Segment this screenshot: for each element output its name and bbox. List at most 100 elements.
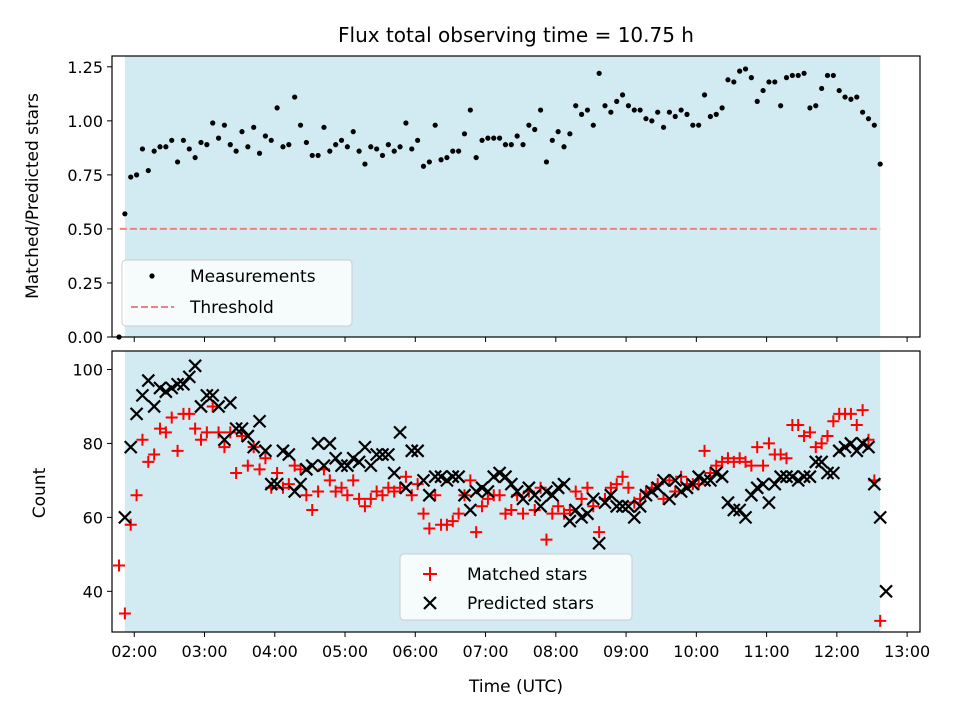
matched-star-point — [405, 489, 418, 502]
predicted-star-point — [358, 440, 372, 454]
measurement-point — [461, 131, 468, 137]
x-tick-label: 09:00 — [603, 642, 649, 661]
measurement-point — [420, 163, 427, 169]
matched-star-point — [253, 463, 266, 476]
matched-star-point — [581, 481, 594, 494]
measurement-point — [303, 139, 309, 146]
measurement-point — [186, 146, 192, 152]
measurement-point — [760, 87, 766, 94]
measurement-point — [842, 94, 848, 100]
measurement-point — [830, 72, 836, 79]
predicted-star-point — [135, 388, 150, 403]
measurement-point — [678, 107, 684, 113]
matched-star-point — [230, 467, 243, 480]
matched-star-point — [757, 459, 770, 472]
predicted-star-point — [205, 388, 220, 403]
measurement-point — [133, 172, 140, 178]
predicted-star-point — [229, 421, 243, 436]
x-tick-label: 04:00 — [252, 642, 298, 661]
predicted-star-point — [264, 477, 279, 491]
matched-star-point — [803, 426, 816, 439]
measurement-point — [409, 146, 415, 152]
measurement-point — [128, 174, 134, 180]
predicted-star-point — [334, 458, 349, 473]
measurement-point — [333, 142, 339, 148]
measurement-point — [297, 122, 304, 128]
matched-star-point — [206, 400, 219, 413]
predicted-star-point — [668, 473, 683, 488]
top-y-tick-label: 0.25 — [67, 274, 103, 293]
matched-star-point — [528, 503, 541, 516]
matched-star-point — [622, 481, 635, 494]
predicted-star-point — [241, 429, 255, 443]
measurement-point — [180, 137, 187, 143]
measurement-point — [280, 144, 286, 150]
predicted-star-point — [826, 466, 841, 480]
x-axis-label: Time (UTC) — [468, 677, 563, 697]
measurement-point — [204, 142, 210, 148]
predicted-star-point — [662, 492, 677, 506]
matched-star-point — [224, 426, 237, 439]
predicted-star-point — [727, 503, 741, 517]
matched-star-point — [470, 526, 483, 539]
x-tick-label: 02:00 — [111, 642, 157, 661]
matched-star-point — [300, 489, 313, 502]
matched-star-point — [429, 489, 442, 502]
measurement-point — [286, 142, 292, 148]
matched-star-point — [335, 481, 348, 494]
measurement-point — [145, 167, 151, 174]
matched-star-point — [534, 481, 547, 494]
x-tick-label: 12:00 — [814, 642, 860, 661]
matched-star-point — [124, 518, 137, 531]
predicted-star-point — [481, 484, 495, 499]
bottom-y-axis-label: Count — [30, 467, 50, 518]
measurement-point — [754, 98, 760, 104]
matched-star-point — [751, 441, 764, 454]
measurement-point — [619, 92, 626, 98]
matched-star-point — [353, 492, 366, 505]
measurement-point — [737, 68, 743, 74]
top-y-tick-label: 1.00 — [67, 112, 103, 131]
predicted-star-point — [422, 488, 437, 502]
measurement-point — [848, 96, 854, 102]
measurement-point — [836, 87, 842, 94]
measurement-point — [783, 75, 790, 81]
measurement-point — [403, 120, 409, 126]
measurement-point — [584, 107, 591, 113]
measurement-point — [268, 137, 274, 143]
measurement-point — [151, 148, 157, 154]
measurement-point — [719, 105, 725, 111]
measurement-point — [555, 129, 561, 135]
predicted-star-point — [604, 488, 618, 502]
x-tick-label: 05:00 — [322, 642, 368, 661]
matched-star-point — [417, 507, 430, 520]
measurement-point — [684, 111, 690, 117]
matched-star-point — [546, 507, 559, 520]
predicted-star-point — [258, 444, 273, 458]
measurement-point — [491, 135, 497, 141]
matched-star-point — [663, 474, 676, 487]
matched-star-point — [792, 418, 805, 431]
measurement-point — [497, 135, 503, 141]
matched-star-point — [241, 459, 254, 472]
chart-title: Flux total observing time = 10.75 h — [338, 23, 694, 47]
measurement-point — [707, 113, 713, 120]
matched-star-point — [874, 614, 887, 627]
measurement-point — [479, 137, 485, 143]
top-legend: Measurements Threshold — [121, 259, 353, 327]
predicted-star-point — [252, 414, 267, 429]
measurement-point — [573, 103, 579, 109]
measurement-point — [801, 70, 807, 76]
predicted-star-point — [399, 481, 413, 495]
predicted-star-point — [305, 458, 320, 473]
predicted-star-point — [697, 473, 712, 488]
predicted-star-point — [557, 477, 571, 491]
predicted-star-point — [293, 477, 308, 491]
matched-star-point — [587, 500, 600, 513]
measurement-point — [139, 146, 146, 152]
predicted-star-point — [141, 373, 156, 388]
matched-star-point — [194, 433, 207, 446]
measurement-point — [227, 142, 233, 148]
matched-star-point — [358, 500, 371, 513]
measurement-point — [660, 124, 667, 130]
